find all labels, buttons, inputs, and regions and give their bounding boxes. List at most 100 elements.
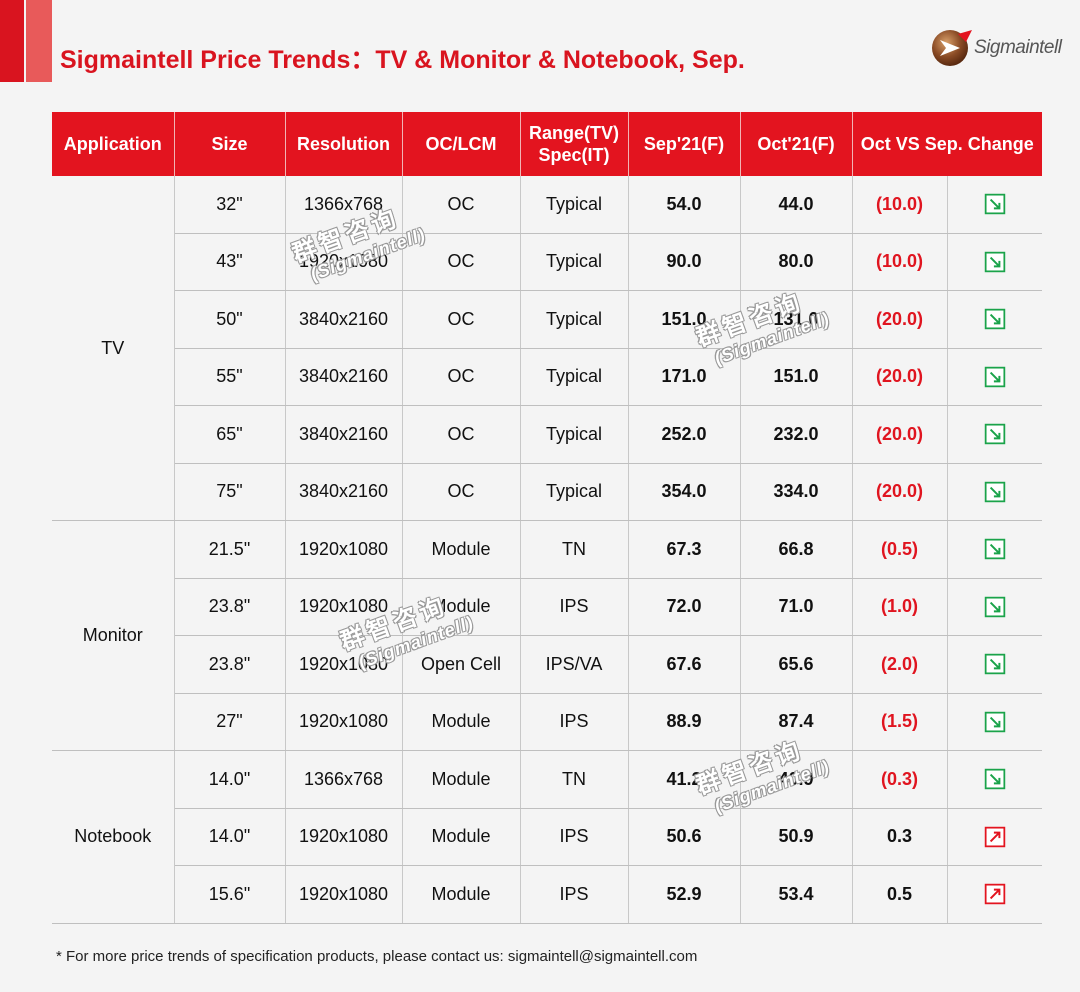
table-header-row: Application Size Resolution OC/LCM Range(TV)…	[52, 112, 1043, 176]
sep-cell: 151.0	[628, 290, 741, 349]
oc-lcm-cell: OC	[402, 463, 521, 521]
oc-lcm-cell: Module	[402, 750, 521, 809]
arrow-down-right-icon	[984, 309, 1005, 330]
size-cell: 65"	[174, 405, 286, 464]
oc-lcm-cell: Module	[402, 865, 521, 924]
size-cell: 32"	[174, 176, 286, 234]
column-header: Oct VS Sep. Change	[852, 112, 1043, 176]
oct-cell: 71.0	[740, 578, 853, 636]
change-cell: (20.0)	[852, 290, 948, 349]
oc-lcm-cell: Module	[402, 578, 521, 636]
arrow-up-right-icon	[984, 884, 1005, 905]
table-row: 65" 3840x2160 OC Typical 252.0 232.0 (20.0)	[52, 405, 1043, 464]
arrow-down-right-icon	[984, 251, 1005, 273]
sep-cell: 67.6	[628, 635, 741, 694]
table-row: 15.6" 1920x1080 Module IPS 52.9 53.4 0.5	[52, 865, 1043, 924]
oc-lcm-cell: OC	[402, 405, 521, 464]
sep-cell: 67.3	[628, 520, 741, 579]
spec-cell: Typical	[520, 405, 629, 464]
sep-cell: 171.0	[628, 348, 741, 406]
trend-cell	[947, 290, 1043, 349]
spec-cell: IPS	[520, 578, 629, 636]
trend-cell	[947, 348, 1043, 406]
oc-lcm-cell: OC	[402, 348, 521, 406]
trend-cell	[947, 635, 1043, 694]
column-header: Size	[174, 112, 286, 176]
application-cell: Notebook	[52, 750, 175, 924]
trend-cell	[947, 520, 1043, 579]
oc-lcm-cell: Open Cell	[402, 635, 521, 694]
arrow-down-right-icon	[984, 194, 1005, 215]
sep-cell: 41.2	[628, 750, 741, 809]
oct-cell: 65.6	[740, 635, 853, 694]
spec-cell: IPS	[520, 693, 629, 751]
column-header: Resolution	[285, 112, 403, 176]
table-row: 43" 1920x1080 OC Typical 90.0 80.0 (10.0)	[52, 233, 1043, 291]
trend-cell	[947, 693, 1043, 751]
size-cell: 43"	[174, 233, 286, 291]
logo-text: Sigmaintell	[974, 37, 1062, 58]
resolution-cell: 1366x768	[285, 176, 403, 234]
size-cell: 14.0"	[174, 808, 286, 866]
oc-lcm-cell: Module	[402, 808, 521, 866]
resolution-cell: 1920x1080	[285, 233, 403, 291]
change-cell: (10.0)	[852, 233, 948, 291]
header-accent-bar-light	[26, 0, 52, 82]
table-row: 50" 3840x2160 OC Typical 151.0 131.0 (20.0)	[52, 290, 1043, 349]
trend-cell	[947, 578, 1043, 636]
arrow-down-right-icon	[984, 596, 1005, 618]
size-cell: 15.6"	[174, 865, 286, 924]
price-trend-table: Application Size Resolution OC/LCM Range(TV)…	[52, 112, 1043, 924]
size-cell: 50"	[174, 290, 286, 349]
size-cell: 27"	[174, 693, 286, 751]
resolution-cell: 1920x1080	[285, 865, 403, 924]
application-cell: TV	[52, 176, 175, 521]
spec-cell: IPS/VA	[520, 635, 629, 694]
oct-cell: 232.0	[740, 405, 853, 464]
table-row: 23.8" 1920x1080 Module IPS 72.0 71.0 (1.0)	[52, 578, 1043, 636]
sep-cell: 88.9	[628, 693, 741, 751]
size-cell: 23.8"	[174, 635, 286, 694]
spec-cell: Typical	[520, 348, 629, 406]
oct-cell: 80.0	[740, 233, 853, 291]
table-row: 27" 1920x1080 Module IPS 88.9 87.4 (1.5)	[52, 693, 1043, 751]
oct-cell: 334.0	[740, 463, 853, 521]
column-header: Sep'21(F)	[628, 112, 741, 176]
sep-cell: 52.9	[628, 865, 741, 924]
table-row: 55" 3840x2160 OC Typical 171.0 151.0 (20.0)	[52, 348, 1043, 406]
application-cell: Monitor	[52, 520, 175, 751]
arrow-down-right-icon	[984, 654, 1005, 675]
spec-cell: Typical	[520, 233, 629, 291]
trend-cell	[947, 405, 1043, 464]
oct-cell: 87.4	[740, 693, 853, 751]
oct-cell: 66.8	[740, 520, 853, 579]
oc-lcm-cell: OC	[402, 176, 521, 234]
table-row: 23.8" 1920x1080 Open Cell IPS/VA 67.6 65.6 (2.…	[52, 635, 1043, 694]
change-cell: (10.0)	[852, 176, 948, 234]
size-cell: 75"	[174, 463, 286, 521]
column-header: Range(TV) Spec(IT)	[520, 112, 629, 176]
spec-cell: IPS	[520, 808, 629, 866]
arrow-down-right-icon	[984, 769, 1005, 790]
change-cell: (20.0)	[852, 405, 948, 464]
spec-cell: TN	[520, 750, 629, 809]
change-cell: 0.5	[852, 865, 948, 924]
arrow-down-right-icon	[984, 711, 1005, 733]
resolution-cell: 1920x1080	[285, 578, 403, 636]
trend-cell	[947, 808, 1043, 866]
change-cell: (20.0)	[852, 348, 948, 406]
oc-lcm-cell: OC	[402, 233, 521, 291]
table-row: 75" 3840x2160 OC Typical 354.0 334.0 (20.0)	[52, 463, 1043, 521]
page-title: Sigmaintell Price Trends：TV & Monitor & …	[60, 46, 745, 74]
spec-cell: Typical	[520, 176, 629, 234]
arrow-down-right-icon	[984, 481, 1005, 503]
arrow-down-right-icon	[984, 539, 1005, 560]
change-cell: (0.5)	[852, 520, 948, 579]
sep-cell: 54.0	[628, 176, 741, 234]
arrow-down-right-icon	[984, 424, 1005, 445]
trend-cell	[947, 233, 1043, 291]
resolution-cell: 1366x768	[285, 750, 403, 809]
oct-cell: 151.0	[740, 348, 853, 406]
oct-cell: 40.9	[740, 750, 853, 809]
spec-cell: Typical	[520, 463, 629, 521]
